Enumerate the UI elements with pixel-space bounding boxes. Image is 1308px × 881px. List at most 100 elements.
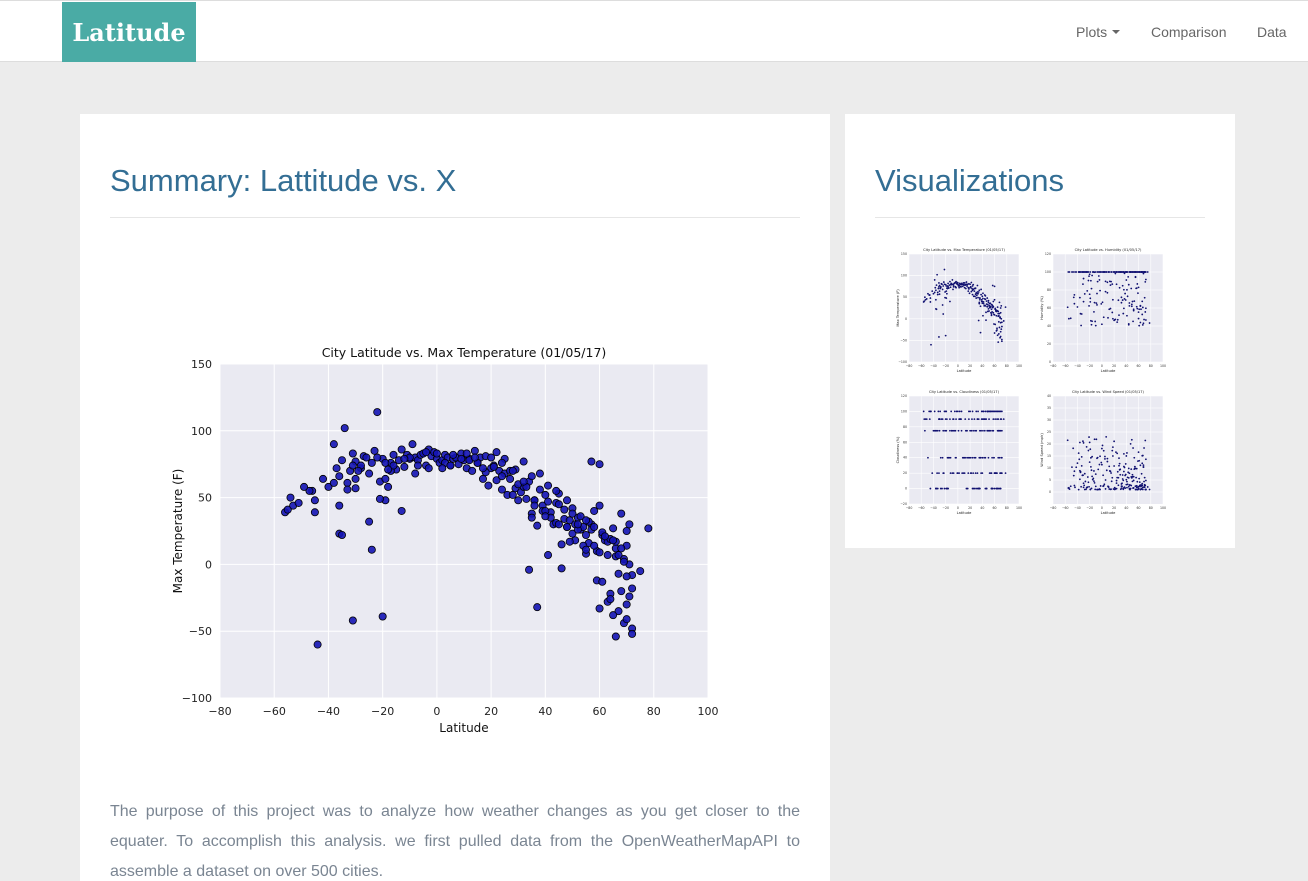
thumb-data-point [1107, 316, 1109, 319]
data-point [449, 450, 458, 459]
data-point [375, 494, 384, 503]
thumb-data-point [945, 285, 948, 287]
nav-plots-dropdown[interactable]: Plots [1076, 23, 1121, 41]
thumb-x-tick-label: 100 [1016, 506, 1022, 510]
data-point [600, 532, 609, 541]
thumb-data-point [1094, 324, 1097, 327]
x-tick-label: 100 [698, 705, 719, 718]
data-point [384, 465, 393, 474]
thumb-data-point [1137, 286, 1140, 289]
thumb-data-point [942, 313, 945, 315]
thumb-data-point [978, 301, 981, 304]
thumb-data-point [1131, 480, 1134, 483]
thumb-data-point [1140, 472, 1143, 475]
thumb-data-point [1077, 488, 1080, 491]
x-tick-label: −80 [208, 705, 231, 718]
thumb-data-point [1116, 476, 1119, 479]
thumb-data-point [1000, 340, 1003, 343]
thumb-data-point [1095, 302, 1098, 305]
thumb-data-point [993, 314, 996, 316]
thumb-data-point [949, 456, 952, 459]
thumb-data-point [938, 293, 941, 296]
data-point [348, 449, 357, 458]
thumb-data-point [950, 410, 953, 413]
divider [875, 217, 1205, 218]
thumb-data-point [957, 429, 960, 432]
data-point [568, 529, 577, 538]
thumb-data-point [990, 313, 993, 315]
thumb-data-point [967, 286, 970, 289]
thumb-data-point [999, 307, 1002, 309]
thumb-data-point [1122, 479, 1125, 482]
thumbnail-max-temperature[interactable]: −80 −60 −40 −20 0 20 40 60 80 100 −100 −50 0 50 100 150… [893, 244, 1023, 374]
thumb-data-point [964, 456, 967, 459]
thumb-data-point [983, 294, 986, 296]
x-axis-label: Latitude [439, 721, 488, 735]
thumb-data-point [928, 418, 931, 421]
thumb-data-point [967, 290, 970, 293]
thumb-data-point [1071, 271, 1073, 273]
thumb-data-point [1143, 486, 1145, 488]
thumb-data-point [974, 487, 976, 490]
thumb-data-point [1124, 299, 1127, 301]
thumb-data-point [1126, 295, 1129, 298]
thumb-data-point [993, 472, 996, 475]
max-temperature-scatter-chart: −80 −60 −40 −20 0 20 40 60 80 100 −100 −50 0 50 100 150… [171, 345, 719, 735]
thumb-data-point [941, 304, 944, 306]
data-point [497, 458, 506, 467]
thumbnail-humidity[interactable]: −80 −60 −40 −20 0 20 40 60 80 100 0 20 40 60 80 100 120 C… [1037, 244, 1167, 374]
thumb-data-point [943, 268, 946, 271]
brand-logo[interactable]: Latitude [62, 2, 196, 62]
thumb-data-point [1108, 308, 1111, 311]
thumb-data-point [1143, 483, 1146, 486]
nav-data-link[interactable]: Data [1257, 24, 1287, 40]
thumb-data-point [994, 418, 997, 421]
thumb-title: City Latitude vs. Cloudiness (01/05/17) [929, 390, 1000, 394]
thumb-data-point [1098, 488, 1101, 490]
thumb-data-point [1130, 305, 1133, 308]
thumb-data-point [1104, 455, 1106, 458]
thumb-data-point [999, 472, 1002, 475]
thumb-data-point [992, 300, 995, 303]
thumb-data-point [975, 410, 978, 413]
thumb-data-point [1073, 302, 1076, 305]
thumb-data-point [960, 418, 962, 421]
thumb-data-point [996, 329, 998, 331]
data-point [462, 449, 471, 458]
thumb-data-point [990, 308, 993, 311]
thumb-data-point [1120, 301, 1123, 304]
thumb-data-point [1107, 271, 1110, 273]
thumb-data-point [986, 410, 989, 413]
thumb-data-point [1121, 478, 1124, 480]
thumbnail-wind-speed[interactable]: −80 −60 −40 −20 0 20 40 60 80 100 0 5 10 15 20 25 30 35 40… [1037, 386, 1167, 516]
nav-plots-label: Plots [1076, 24, 1108, 40]
thumb-data-point [978, 302, 981, 305]
thumb-data-point [1136, 283, 1139, 285]
thumb-data-point [1122, 271, 1125, 273]
data-point [590, 506, 599, 515]
data-point [609, 524, 618, 533]
data-point [595, 501, 604, 510]
thumb-data-point [960, 410, 963, 413]
thumb-data-point [954, 281, 957, 284]
thumb-y-tick-label: 60 [903, 440, 907, 444]
thumb-data-point [935, 308, 938, 311]
thumb-data-point [1110, 488, 1112, 491]
nav-comparison-link[interactable]: Comparison [1151, 24, 1227, 40]
thumb-data-point [1127, 275, 1130, 278]
thumb-x-tick-label: 60 [993, 364, 997, 368]
thumb-x-tick-label: −20 [942, 364, 949, 368]
data-point [362, 453, 371, 462]
thumb-data-point [1140, 483, 1142, 486]
thumb-data-point [1073, 470, 1076, 473]
thumb-data-point [1099, 485, 1102, 487]
thumb-data-point [1124, 292, 1127, 295]
thumb-data-point [1088, 441, 1091, 444]
thumb-data-point [955, 456, 957, 459]
thumb-data-point [1113, 465, 1116, 467]
thumb-data-point [1072, 447, 1075, 450]
thumb-data-point [991, 456, 994, 459]
thumb-title: City Latitude vs. Humidity (01/05/17) [1075, 248, 1142, 252]
thumb-data-point [932, 292, 935, 295]
thumbnail-cloudiness[interactable]: −80 −60 −40 −20 0 20 40 60 80 100 −20 0 20 40 60 80 100 1… [893, 386, 1023, 516]
